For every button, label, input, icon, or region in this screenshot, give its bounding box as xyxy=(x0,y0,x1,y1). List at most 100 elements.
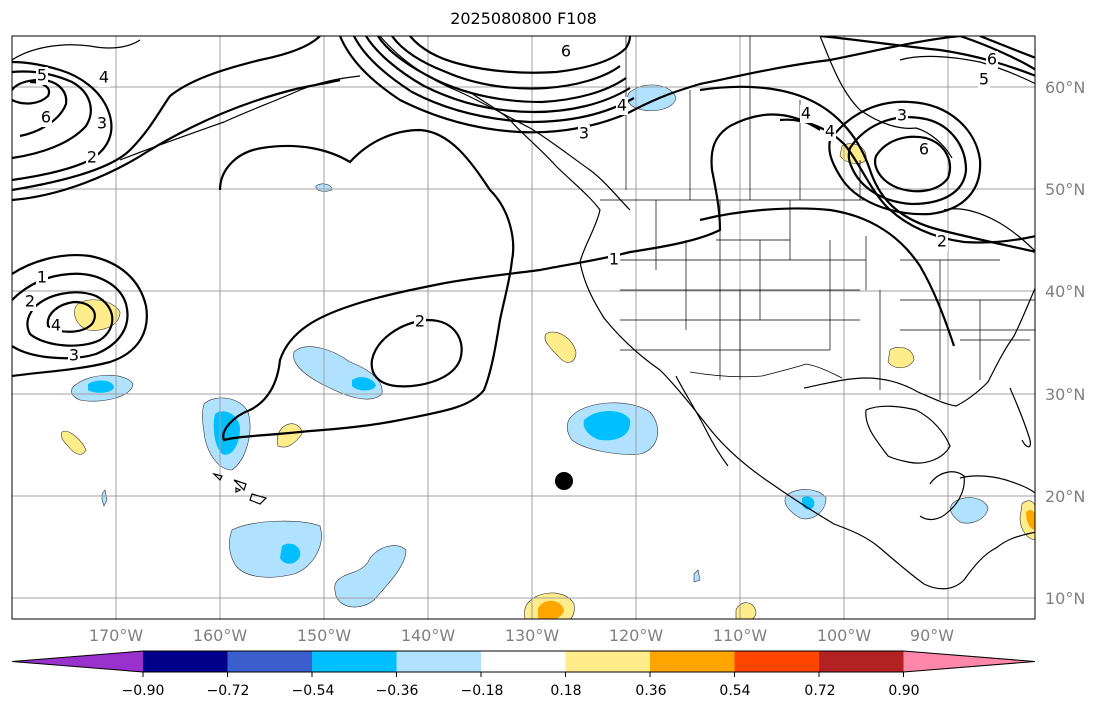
coast-baja xyxy=(675,375,729,467)
coast-hawaii-4 xyxy=(235,487,242,493)
contour-alaska-5 xyxy=(391,36,621,90)
contour-label: 5 xyxy=(979,70,989,89)
contour-nw-1 xyxy=(12,60,113,182)
border-us-mexico xyxy=(689,363,843,379)
colorbar-extend-high xyxy=(903,651,1035,672)
contour-alaska-3 xyxy=(365,36,631,114)
coast-cuba xyxy=(959,475,1035,494)
contour-label: 3 xyxy=(97,114,107,133)
coast-us-gulf xyxy=(803,286,1035,407)
lat-label-60n: 60°N xyxy=(1045,78,1086,97)
contour-label-bg xyxy=(68,347,80,365)
lon-label-120w: 120°W xyxy=(608,626,664,645)
map-frame xyxy=(11,35,1036,620)
map-area xyxy=(12,36,1035,619)
contour-west-1 xyxy=(12,254,148,378)
contour-label-bg xyxy=(616,97,628,115)
coast-hawaii-1 xyxy=(212,472,223,482)
lon-label-90w: 90°W xyxy=(909,626,955,645)
contour-canada-8 xyxy=(979,36,1035,59)
shade-blue-south-2 xyxy=(334,545,407,608)
colorbar-tick-label: −0.90 xyxy=(121,683,165,699)
lon-label-100w: 100°W xyxy=(816,626,872,645)
contour-canada-5 xyxy=(699,85,1035,253)
contour-label: 1 xyxy=(37,268,47,287)
contour-label: 1 xyxy=(609,250,619,269)
contour-label-bg xyxy=(824,123,836,141)
contour-alaska-2 xyxy=(353,36,635,124)
contour-label: 6 xyxy=(41,108,51,127)
contour-label: 3 xyxy=(69,346,79,365)
contour-label-bg xyxy=(50,317,62,335)
contour-nw-5 xyxy=(12,36,321,192)
contour-label: 3 xyxy=(579,124,589,143)
contour-label: 6 xyxy=(987,50,997,69)
contour-label-bg xyxy=(986,51,998,69)
contour-canada-7 xyxy=(959,36,1035,71)
contour-label-bg xyxy=(896,107,908,125)
contour-label: 3 xyxy=(897,106,907,125)
colorbar-bin xyxy=(650,651,735,672)
contour-canada-2 xyxy=(828,100,982,216)
contour-label: 2 xyxy=(87,148,97,167)
anomaly-shading xyxy=(60,84,1035,619)
coast-north-america xyxy=(469,91,1035,590)
contour-alaska-4 xyxy=(377,36,627,104)
contour-label: 4 xyxy=(825,122,835,141)
coast-yucatan xyxy=(919,471,965,521)
colorbar-bin xyxy=(565,651,651,672)
lat-label-10n: 10°N xyxy=(1045,589,1086,608)
coast-hawaii-2 xyxy=(233,479,247,492)
colorbar-tick-label: −0.36 xyxy=(375,683,419,699)
contour-alaska-1 xyxy=(338,36,961,134)
contour-label: 2 xyxy=(25,292,35,311)
contour-label-bg xyxy=(560,43,572,61)
contour-alaska-6 xyxy=(409,36,632,74)
shade-yellow-louisiana xyxy=(887,347,915,369)
contour-label-bg xyxy=(414,313,426,331)
shade-blue-caribbean xyxy=(950,497,989,524)
contour-1-large xyxy=(12,78,821,442)
colorbar xyxy=(11,650,1036,677)
coast-labrador xyxy=(943,208,1035,252)
colorbar-tick-label: 0.72 xyxy=(804,683,836,699)
coast-hawaii-3 xyxy=(249,493,268,505)
colorbar-extend-low xyxy=(12,651,143,672)
shade-orange-atlantic xyxy=(1026,510,1035,530)
contour-label: 4 xyxy=(801,104,811,123)
shade-blue-south-1-core xyxy=(280,543,301,564)
contour-west-3 xyxy=(26,291,114,347)
contour-label-bg xyxy=(86,149,98,167)
shade-blue-alaska xyxy=(627,84,677,111)
shade-blue-east-pacific-core xyxy=(583,411,631,441)
contour-label: 2 xyxy=(937,232,947,251)
contour-2-east-pacific xyxy=(370,318,463,388)
colorbar-bin xyxy=(143,651,228,672)
coast-gulf xyxy=(865,405,951,464)
shade-blue-central xyxy=(293,346,383,400)
colorbar-tick-label: 0.54 xyxy=(719,683,751,699)
contour-label-bg xyxy=(36,269,48,287)
contour-label-bg xyxy=(24,293,36,311)
colorbar-tick-label: −0.72 xyxy=(206,683,250,699)
lat-label-40n: 40°N xyxy=(1045,282,1086,301)
coast-florida xyxy=(1009,387,1031,448)
contour-label-bg xyxy=(918,141,930,159)
shade-yellow-south-2 xyxy=(735,602,757,619)
contour-canada-1 xyxy=(819,36,1035,77)
shade-blue-w-pacific-core xyxy=(88,380,114,393)
contour-nw-3 xyxy=(12,78,68,138)
shade-yellow-baja xyxy=(544,331,577,363)
contour-label: 5 xyxy=(37,66,47,85)
shade-blue-small-3 xyxy=(693,569,701,583)
contour-label-bg xyxy=(578,125,590,143)
colorbar-bin xyxy=(734,651,820,672)
shade-yellow-center xyxy=(276,423,303,448)
lat-label-20n: 20°N xyxy=(1045,487,1086,506)
colorbar-tick-label: 0.36 xyxy=(635,683,667,699)
us-state-lines xyxy=(620,200,1035,400)
contour-label-bg xyxy=(978,71,990,89)
lon-label-110w: 110°W xyxy=(712,626,768,645)
